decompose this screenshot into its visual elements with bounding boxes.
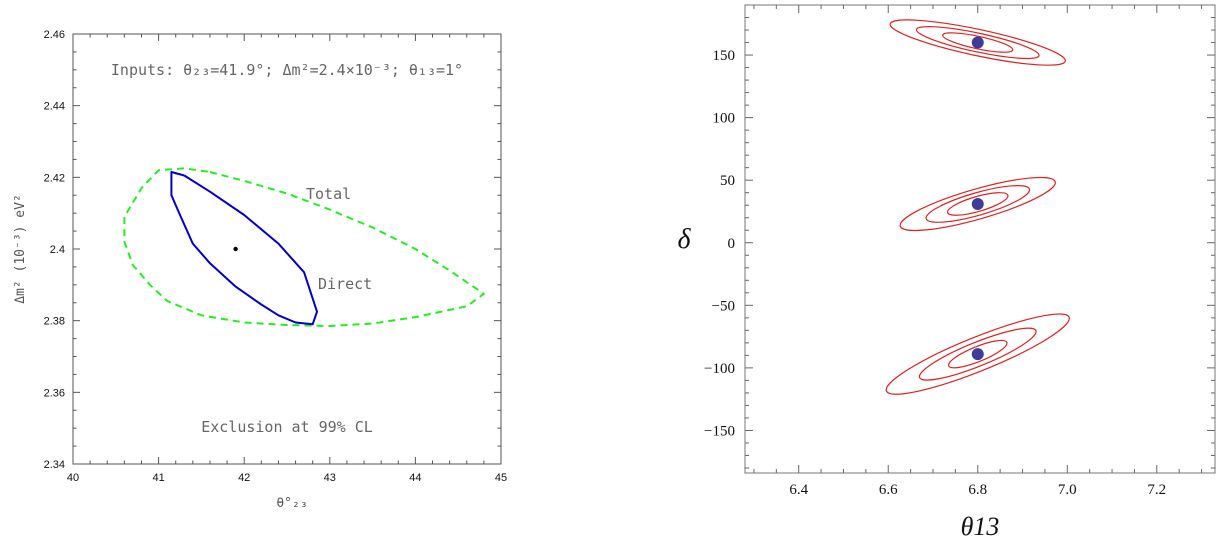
confidence-contour [918,327,1037,381]
left-plot-frame [72,33,502,465]
confidence-contour [925,185,1031,223]
left-y-tick-label: 2.44 [44,101,65,113]
left-x-tick-label: 41 [152,472,164,484]
direct-contour [170,171,318,326]
inputs-annotation: Inputs: θ₂₃=41.9°; Δm²=2.4×10⁻³; θ₁₃=1° [111,61,463,79]
right-y-tick-label: 100 [713,111,736,127]
confidence-contour [946,192,1009,216]
right-x-tick-label: 6.6 [879,482,898,498]
right-x-tick-label: 6.8 [968,482,987,498]
left-chart: 40 41 42 43 44 452.342.362.382.42.422.442.46 … [13,29,507,511]
right-y-tick-label: −50 [712,298,735,314]
left-y-tick-label: 2.42 [44,172,65,184]
right-y-axis-label: δ [677,224,691,255]
right-y-tick-label: −150 [704,423,735,439]
right-y-tick-label: 50 [720,173,735,189]
confidence-contour [947,339,1008,369]
confidence-contour [885,313,1070,395]
confidence-contour [942,32,1014,53]
left-x-tick-label: 44 [409,472,421,484]
right-x-tick-label: 7.2 [1147,482,1166,498]
left-y-tick-label: 2.36 [44,387,65,399]
right-x-tick-label: 6.4 [789,482,808,498]
exclusion-annotation: Exclusion at 99% CL [201,418,373,436]
left-y-tick-label: 2.4 [50,244,65,256]
left-series [123,167,485,327]
right-y-tick-label: 150 [713,48,736,64]
right-points [971,36,984,361]
total-contour [123,167,485,327]
direct-annotation: Direct [318,275,372,293]
left-x-axis-label: θ°₂₃ [276,496,307,511]
right-y-tick-label: −100 [704,361,735,377]
left-y-tick-label: 2.34 [44,459,65,471]
left-ticks: 40 41 42 43 44 45 2.34 2.36 2.38 2.4 2.42 2.44 2.46 [44,29,508,484]
left-x-tick-label: 42 [238,472,250,484]
right-plot-frame [744,4,1216,474]
left-x-tick-label: 43 [324,472,336,484]
confidence-contour [915,26,1040,60]
left-y-tick-label: 2.38 [44,316,65,328]
best-fit-point [971,36,984,49]
left-x-tick-label: 45 [495,472,507,484]
best-fit-point [233,246,238,252]
left-y-tick-label: 2.46 [44,29,65,41]
right-ticks: 6.4 6.6 6.8 7.0 7.2 −150 −100 −50 0 50 100 150 [704,5,1215,498]
confidence-contour [899,176,1056,232]
left-y-axis-label: Δm² (10⁻³) eV² [13,194,28,304]
best-fit-point [971,197,984,210]
right-x-axis-label: θ13 [961,512,1000,541]
right-contours [885,19,1070,395]
total-annotation: Total [306,185,351,203]
confidence-contour [889,19,1066,66]
right-y-tick-label: 0 [728,236,736,252]
left-x-tick-label: 40 [67,472,79,484]
best-fit-point [971,348,984,361]
right-x-tick-label: 7.0 [1058,482,1077,498]
